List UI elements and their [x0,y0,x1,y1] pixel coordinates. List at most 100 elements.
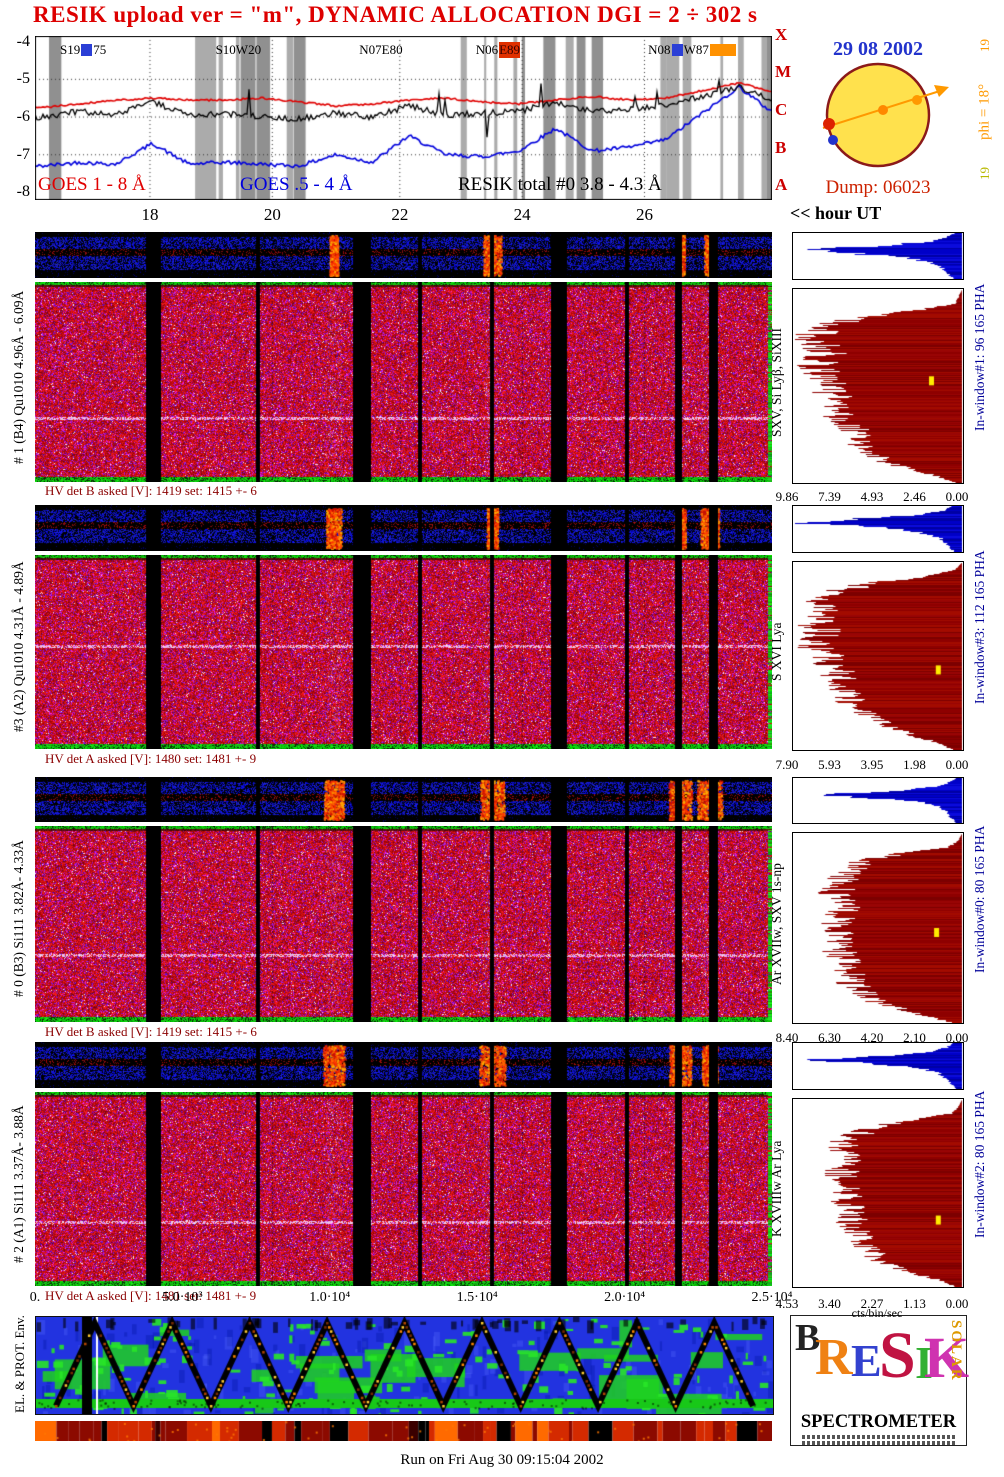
phi-angle-label: phi = 18° [976,83,993,141]
pha-axis-tick: 5.93 [818,757,841,772]
wavelength-spectrogram [35,1092,772,1286]
hour-tick-label: 24 [513,205,531,224]
active-region-annotation: S19 75 [60,42,106,58]
panel-left-label: # 1 (B4) Qu1010 4.96Å - 6.09Å [11,290,26,464]
time-tick-label: 2.0·10⁴ [604,1290,646,1305]
logo-letter: K [924,1325,970,1390]
date-label: 29 08 2002 [833,38,923,60]
logo-letter: S [879,1319,916,1392]
region-label-text: W87 [683,42,709,57]
pha-axis-tick: 4.20 [860,1030,884,1045]
right-edge-tick-bottom: 19 [977,167,992,181]
pha-inwindow-histogram [792,1098,964,1288]
spectral-line-label: S XVI Lya [769,622,784,682]
pha-axis-tick: 8.40 [775,1030,799,1045]
pha-axis-tick: 2.10 [903,1030,926,1045]
pha-strip-spectrogram [35,777,772,822]
hv-status-text: HV det A asked [V]: 1480 set: 1481 +- 9 [45,751,257,766]
active-region-annotation: S10W20 [216,42,262,58]
cts-units-label: cts/bin/sec [851,1306,903,1320]
pha-upper-histogram [792,505,964,553]
pha-axis-tick: 4.93 [860,489,884,504]
hour-tick-label: 26 [635,205,653,224]
inwindow-label: In-window#0: 80 165 PHA [972,825,987,974]
time-tick-label: 5.0·10³ [162,1290,203,1305]
wavelength-spectrogram [35,555,772,749]
pha-upper-histogram [792,777,964,824]
pha-axis-tick: 0.00 [945,757,969,772]
goes-flare-class-label: X [775,24,788,44]
logo-letter: B [795,1317,821,1359]
goes-flare-class-label: M [775,62,792,82]
environment-plot [35,1316,774,1415]
time-tick-label: 1.0·10⁴ [309,1290,351,1305]
telemetry-strip [35,1421,772,1441]
pha-axis-tick: 0.00 [945,1030,969,1045]
pha-inwindow-histogram [792,561,964,751]
region-marker-box [671,44,683,56]
region-label-text: 75 [93,42,107,57]
wavelength-spectrogram [35,826,772,1022]
region-marker-box [709,44,736,56]
time-tick-label: 2.5·10⁴ [751,1290,793,1305]
inwindow-label: In-window#1: 96 165 PHA [972,283,987,431]
pha-axis-tick: 7.39 [818,489,841,504]
pha-axis-tick: 1.13 [903,1296,926,1311]
pha-axis-tick: 4.53 [775,1296,799,1311]
goes-flare-class-label: B [775,137,787,157]
goes-flare-class-label: C [775,100,788,120]
pha-upper-histogram [792,1042,964,1090]
goes-y-tick: -5 [16,70,30,88]
logo-letter: R [815,1329,853,1386]
time-tick-label: 1.5·10⁴ [456,1290,498,1305]
pha-axis-tick: 2.27 [860,1296,884,1311]
pha-axis-tick: 2.46 [903,489,926,504]
region-label-text: N08 [648,42,671,57]
solar-disk-drawing [822,62,949,168]
region-marker-box [81,44,93,56]
goes-legend-item: GOES .5 - 4 Å [240,174,353,195]
logo-name-label: SPECTROMETER [800,1412,957,1432]
goes-y-tick: -4 [16,32,30,50]
pha-strip-spectrogram [35,505,772,551]
pha-strip-spectrogram [35,232,772,278]
goes-legend-item: RESIK total #0 3.8 - 4.3 Å [458,174,662,195]
active-region-annotation: N06 E89 [475,42,521,58]
right-edge-tick-top: 19 [977,39,992,53]
panel-left-label: # 0 (B3) Si111 3.82Å- 4.33Å [11,840,26,998]
hour-tick-label: 18 [141,205,159,224]
pha-axis-tick: 1.98 [903,757,926,772]
hour-tick-label: 22 [391,205,409,224]
pha-inwindow-histogram [792,288,964,484]
pha-axis-tick: 6.30 [818,1030,841,1045]
goes-y-tick: -8 [16,183,30,201]
spectral-line-label: SXV, Si Lyβ, SiXIII [769,327,784,437]
goes-flare-class-label: A [775,175,788,195]
pha-strip-spectrogram [35,1042,772,1088]
region-label-text: N06 [475,42,499,57]
logo-fine-print [801,1441,956,1445]
inwindow-label: In-window#3: 112 165 PHA [972,550,987,704]
region-label-text: S19 [60,42,81,57]
run-timestamp: Run on Fri Aug 30 09:15:04 2002 [400,1452,604,1468]
spectral-line-label: Ar XVIIw, SXV 1s-np [769,863,784,985]
pha-inwindow-histogram [792,832,964,1024]
goes-lightcurve-plot [35,36,772,200]
pha-axis-tick: 7.90 [775,757,799,772]
spectral-line-label: K XVIIIw Ar Lya [769,1140,784,1238]
active-region-annotation: N08 W87 [648,42,736,58]
dump-number-label: Dump: 06023 [825,177,931,198]
pha-axis-tick: 3.95 [860,757,884,772]
pha-axis-tick: 9.86 [775,489,799,504]
logo-solar-label: SOLAR [948,1320,964,1382]
region-label-text: E89 [499,42,521,58]
hv-status-text: HV det A asked [V]: 1481 set: 1481 +- 9 [45,1288,257,1303]
hv-status-text: HV det B asked [V]: 1419 set: 1415 +- 6 [45,1024,257,1039]
region-label-text: N07E80 [359,42,403,57]
goes-y-tick: -6 [16,108,30,126]
hour-axis-label: << hour UT [790,203,882,223]
pha-axis-tick: 3.40 [818,1296,841,1311]
inwindow-label: In-window#2: 80 165 PHA [972,1090,987,1238]
